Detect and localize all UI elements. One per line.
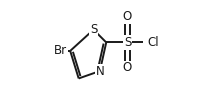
- Text: Br: Br: [54, 44, 68, 57]
- Text: O: O: [123, 61, 132, 74]
- Text: S: S: [90, 23, 97, 36]
- Text: Cl: Cl: [147, 36, 159, 49]
- Text: O: O: [123, 10, 132, 23]
- Text: N: N: [95, 65, 104, 77]
- Text: S: S: [124, 36, 131, 49]
